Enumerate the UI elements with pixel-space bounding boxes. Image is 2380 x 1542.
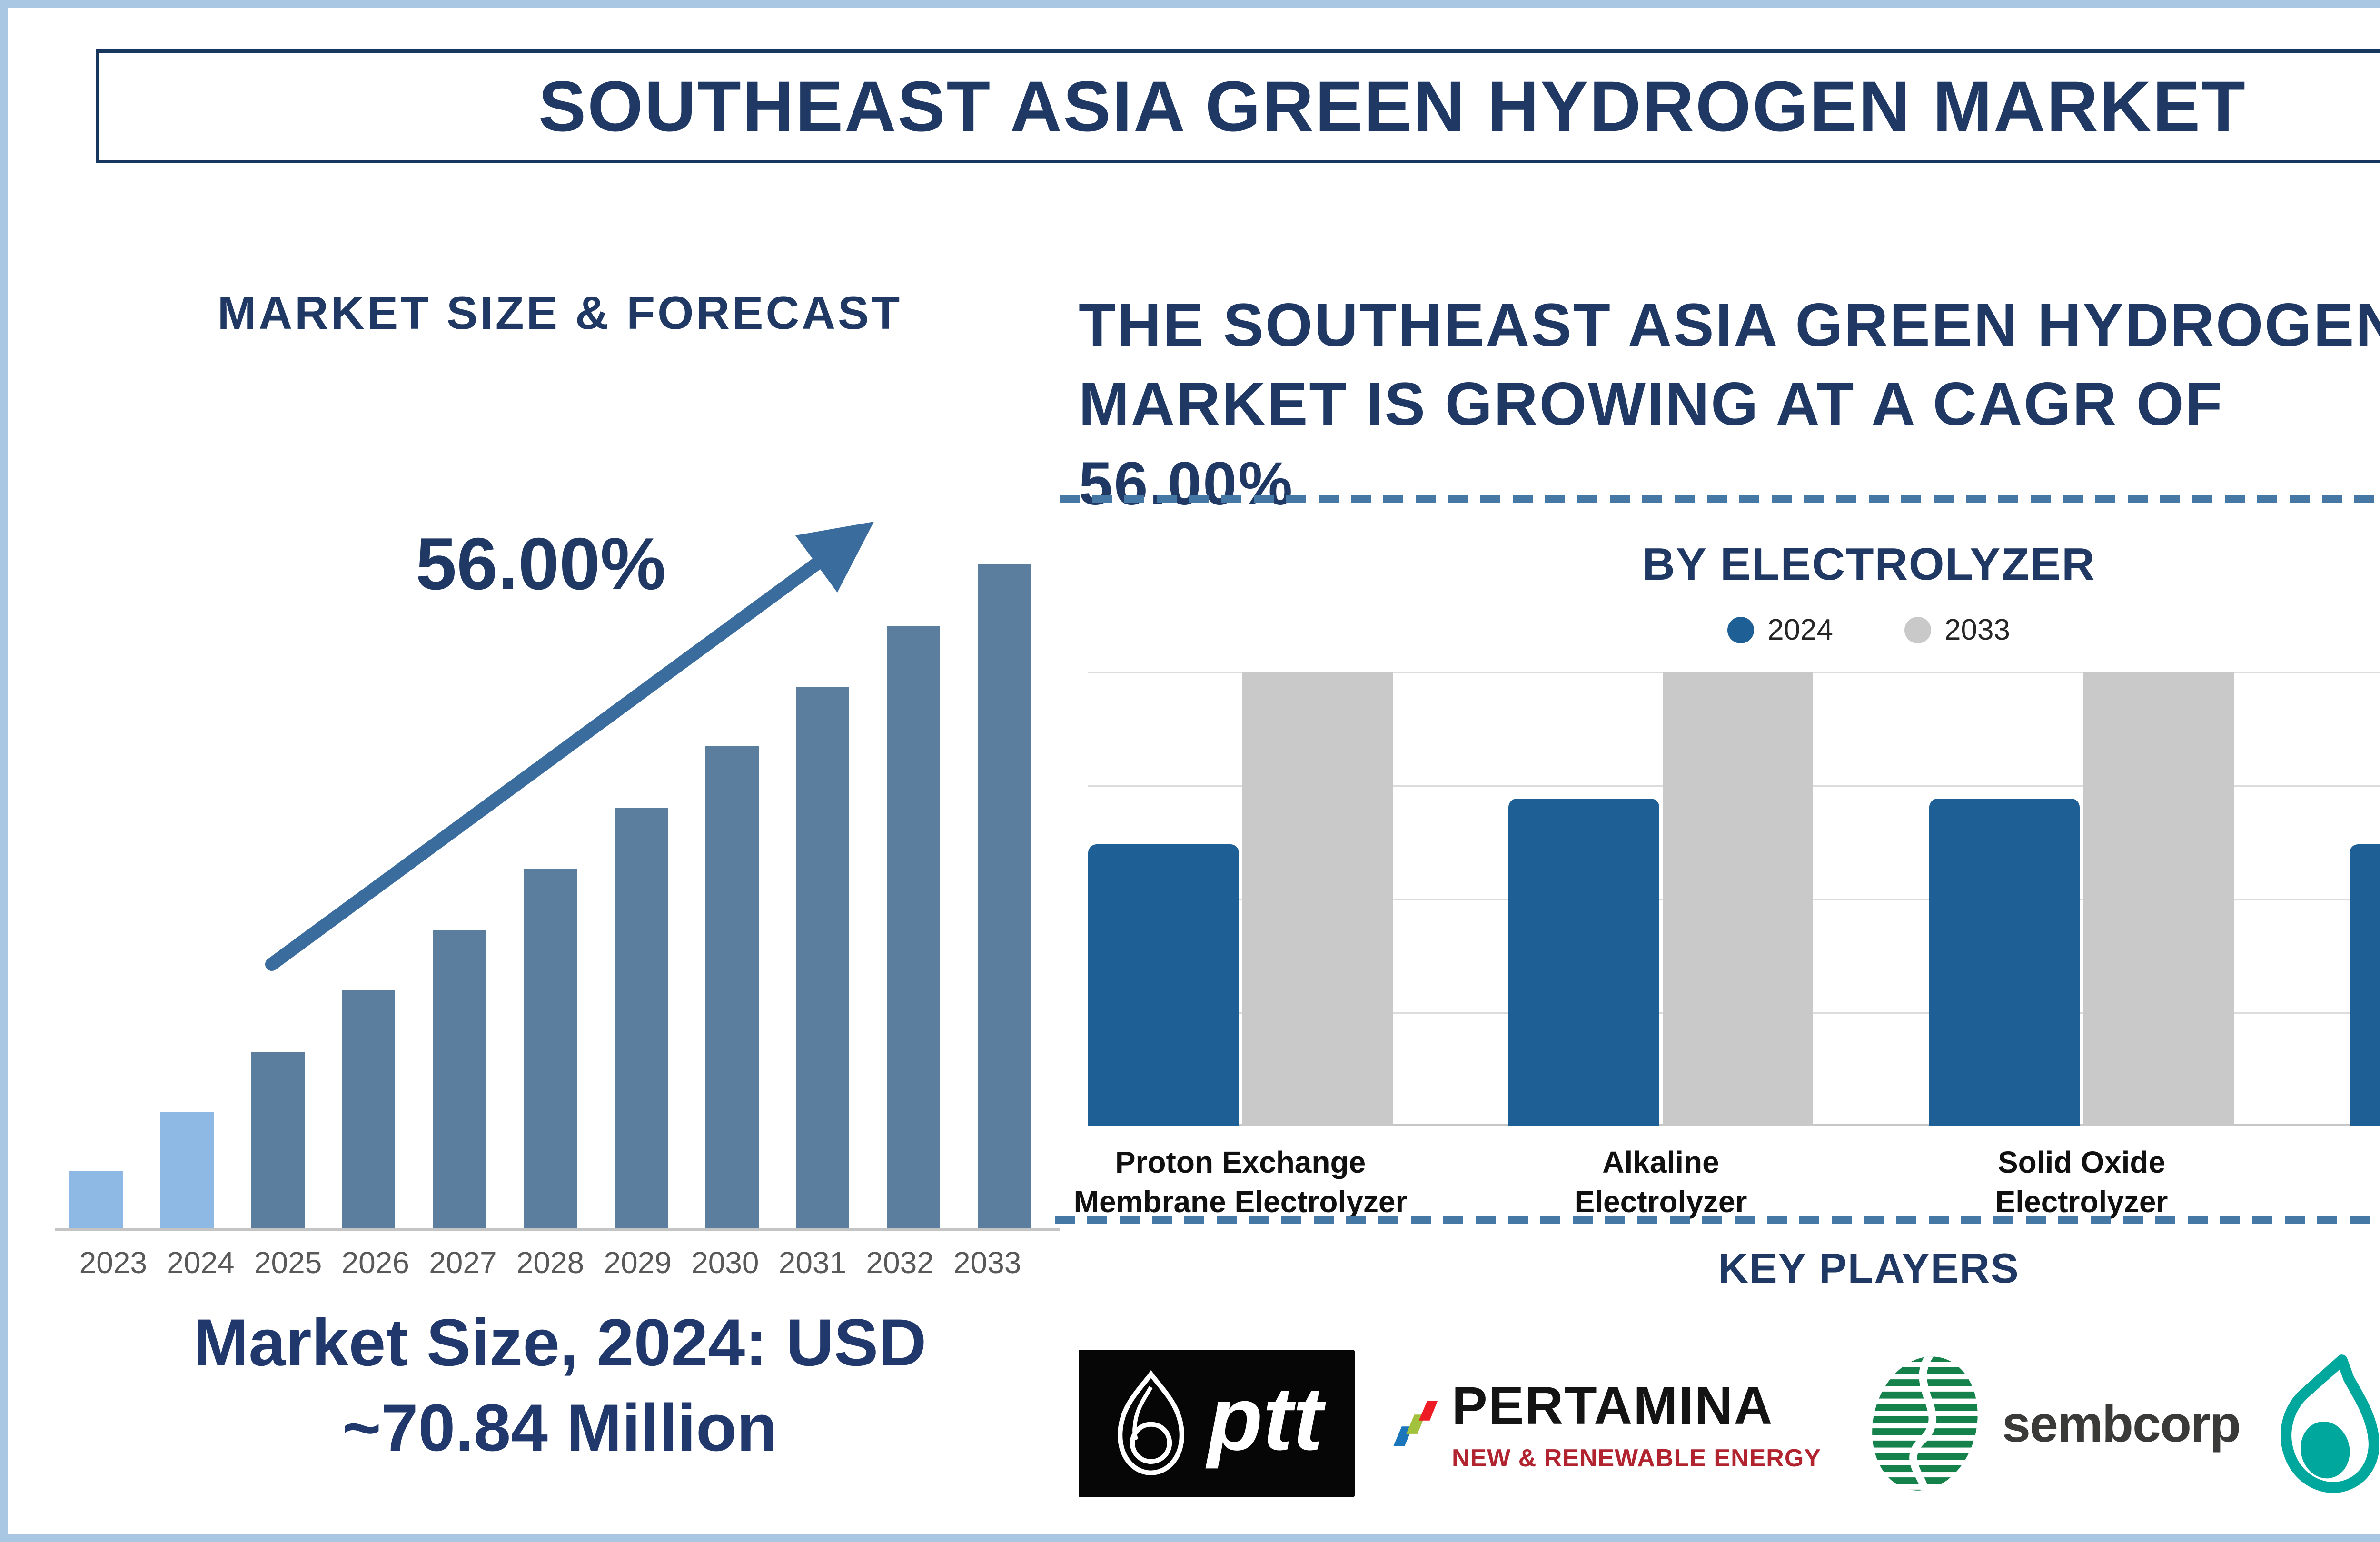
category-label-1: Proton Exchange Membrane Electrolyzer xyxy=(1073,1145,1408,1219)
cagr-statement-line-2: MARKET IS GROWING AT A CAGR OF xyxy=(1079,370,2224,439)
trend-arrow-icon xyxy=(265,522,874,971)
bar-group-2 xyxy=(1508,672,1814,1126)
market-size-bar-2029 xyxy=(614,807,668,1228)
bar-2033-group-1 xyxy=(1242,672,1393,1126)
electrolyzer-bar-chart xyxy=(1088,672,2380,1126)
year-label-2029: 2029 xyxy=(604,1245,672,1280)
pertamina-subtitle: NEW & RENEWABLE ENERGY xyxy=(1451,1444,1821,1472)
legend-dot-2033 xyxy=(1904,616,1931,643)
bar-2033-group-2 xyxy=(1662,672,1814,1126)
market-size-line-2: ~70.84 Million xyxy=(342,1390,778,1465)
cagr-statement-line-1: THE SOUTHEAST ASIA GREEN HYDROGEN xyxy=(1079,291,2380,359)
year-label-2032: 2032 xyxy=(866,1245,934,1280)
market-size-bar-2033 xyxy=(977,564,1031,1228)
year-label-2023: 2023 xyxy=(79,1245,147,1280)
by-electrolyzer-title: BY ELECTROLYZER xyxy=(1642,539,2096,590)
section-divider-top xyxy=(1060,495,2380,503)
ptt-flame-icon xyxy=(1117,1370,1184,1475)
bar-group-4 xyxy=(2349,672,2380,1126)
market-size-bar-2028 xyxy=(523,869,577,1228)
year-label-2031: 2031 xyxy=(778,1245,847,1280)
market-size-bar-2025 xyxy=(251,1051,305,1228)
year-label-2033: 2033 xyxy=(953,1245,1021,1280)
legend-item-2024: 2024 xyxy=(1727,613,1833,647)
key-players-logos: ptt PERTAMINA NEW & RENEWABLE ENERGY xyxy=(1079,1340,2380,1507)
bar-2024-group-4 xyxy=(2349,844,2380,1126)
logo-petronas: PETRONAS xyxy=(2278,1343,2380,1504)
page-title: SOUTHEAST ASIA GREEN HYDROGEN MARKET xyxy=(538,66,2247,146)
logo-sembcorp: sembcorp xyxy=(1859,1347,2241,1500)
market-size-bar-chart xyxy=(69,564,1031,1228)
legend-item-2033: 2033 xyxy=(1904,613,2010,647)
market-size-bar-2030 xyxy=(705,746,759,1228)
pertamina-arrow-icon xyxy=(1393,1401,1438,1446)
sembcorp-leaf-icon xyxy=(1859,1348,1991,1497)
market-size-bar-2023 xyxy=(69,1171,123,1228)
legend-dot-2024 xyxy=(1727,616,1755,643)
cagr-statement-line-3: 56.00% xyxy=(1079,449,1294,518)
market-size-forecast-heading: MARKET SIZE & FORECAST xyxy=(217,287,902,339)
pertamina-wordmark: PERTAMINA xyxy=(1451,1375,1774,1435)
bar-groups xyxy=(1088,672,2380,1126)
market-size-bar-2031 xyxy=(796,686,850,1228)
year-label-2028: 2028 xyxy=(516,1245,585,1280)
ptt-wordmark: ptt xyxy=(1207,1368,1323,1469)
bar-2024-group-2 xyxy=(1508,799,1659,1126)
market-size-bar-2026 xyxy=(342,990,396,1228)
cagr-statement: THE SOUTHEAST ASIA GREEN HYDROGEN MARKET… xyxy=(1079,286,2380,524)
title-banner: SOUTHEAST ASIA GREEN HYDROGEN MARKET xyxy=(96,49,2380,163)
key-players-title: KEY PLAYERS xyxy=(1718,1245,2020,1292)
year-label-2027: 2027 xyxy=(429,1245,497,1280)
legend-label-2024: 2024 xyxy=(1767,613,1833,646)
year-label-2026: 2026 xyxy=(341,1245,409,1280)
market-size-bar-2032 xyxy=(887,626,941,1228)
market-size-bar-2027 xyxy=(433,930,486,1228)
category-label-3: Solid Oxide Electrolyzer xyxy=(1995,1145,2168,1219)
legend-label-2033: 2033 xyxy=(1944,613,2010,646)
category-labels: Proton Exchange Membrane Electrolyzer Alk… xyxy=(1074,1143,2380,1224)
market-size-callout: Market Size, 2024: USD ~70.84 Million xyxy=(50,1300,1069,1470)
bar-2033-group-3 xyxy=(2083,672,2234,1126)
section-divider-bottom xyxy=(1055,1216,2380,1224)
logo-pertamina: PERTAMINA NEW & RENEWABLE ENERGY xyxy=(1393,1357,1821,1490)
bar-group-1 xyxy=(1088,672,1393,1126)
bar-group-3 xyxy=(1929,672,2234,1126)
market-size-bar-2024 xyxy=(160,1112,214,1228)
bar-2024-group-1 xyxy=(1088,844,1239,1126)
year-label-2030: 2030 xyxy=(691,1245,759,1280)
sembcorp-wordmark: sembcorp xyxy=(2002,1394,2241,1453)
logo-ptt: ptt xyxy=(1079,1350,1355,1497)
year-label-2024: 2024 xyxy=(167,1245,235,1280)
x-axis-labels: 2023 2024 2025 2026 2027 2028 2029 2030 2031 2032… xyxy=(69,1245,1031,1280)
bar-2024-group-3 xyxy=(1929,799,2080,1126)
category-label-2: Alkaline Electrolyzer xyxy=(1574,1145,1747,1219)
cagr-value-label: 56.00% xyxy=(416,523,666,605)
x-axis-line xyxy=(55,1228,1060,1231)
market-size-line-1: Market Size, 2024: USD xyxy=(193,1305,927,1380)
year-label-2025: 2025 xyxy=(254,1245,322,1280)
petronas-drop-icon xyxy=(2281,1354,2379,1493)
electrolyzer-chart-legend: 2024 2033 xyxy=(1074,613,2380,647)
